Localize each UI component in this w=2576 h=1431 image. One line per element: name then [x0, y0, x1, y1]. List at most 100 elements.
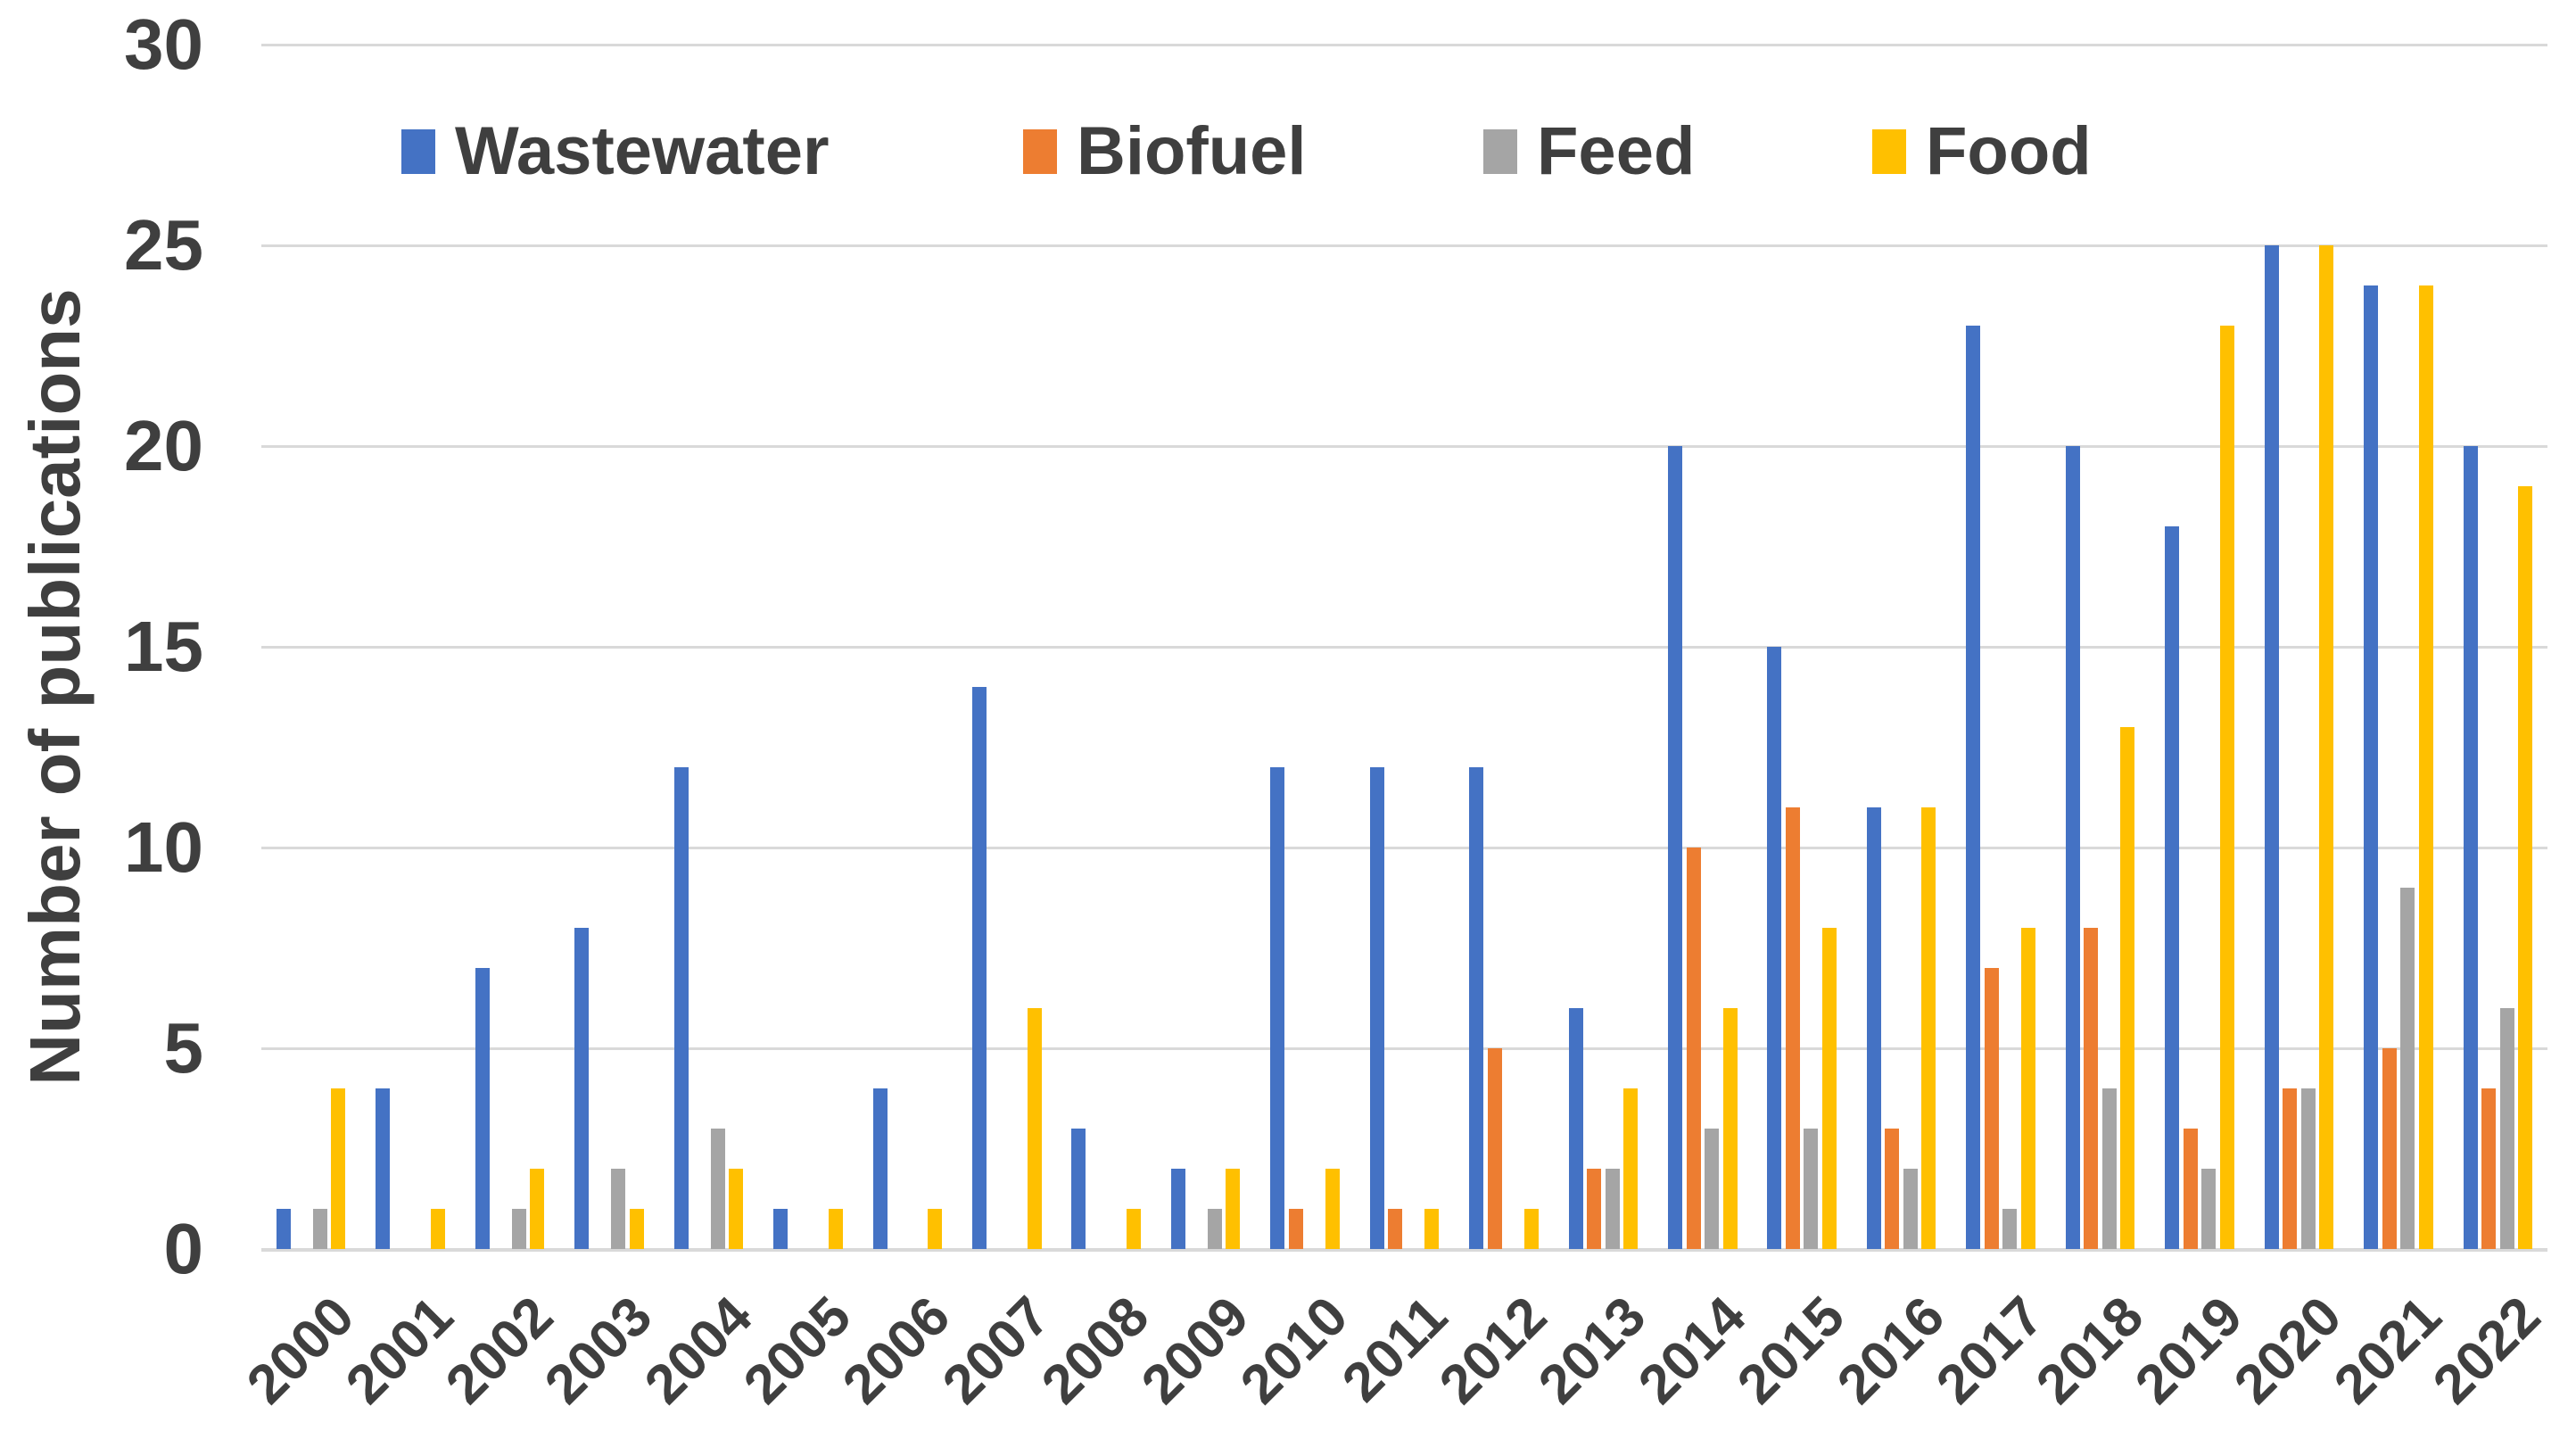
- bar: [2201, 1169, 2217, 1249]
- x-tick-label: 2012: [1427, 1285, 1559, 1416]
- bar: [1821, 928, 1837, 1249]
- bar: [312, 1209, 327, 1249]
- legend-item-wastewater: Wastewater: [401, 109, 830, 194]
- bar: [1369, 767, 1384, 1249]
- bar: [2065, 446, 2080, 1249]
- bar: [2084, 928, 2099, 1249]
- bar: [1568, 1008, 1583, 1249]
- bar: [2499, 1008, 2514, 1249]
- x-tick-label: 2003: [533, 1285, 665, 1416]
- bar: [1071, 1129, 1086, 1249]
- bar: [1623, 1088, 1639, 1249]
- gridline: [261, 444, 2547, 448]
- bar: [1523, 1209, 1539, 1249]
- bar: [1424, 1209, 1440, 1249]
- bar: [611, 1169, 626, 1249]
- bar: [1126, 1209, 1141, 1249]
- bar: [872, 1088, 888, 1249]
- bar: [2183, 1129, 2198, 1249]
- x-tick-label: 2018: [2024, 1285, 2155, 1416]
- x-tick-label: 2017: [1925, 1285, 2056, 1416]
- bar: [972, 687, 987, 1249]
- y-tick-label: 5: [163, 1008, 204, 1088]
- bar: [1605, 1169, 1620, 1249]
- bar: [1668, 446, 1683, 1249]
- bar: [928, 1209, 943, 1249]
- x-tick-label: 2009: [1129, 1285, 1261, 1416]
- legend-swatch-icon: [1023, 129, 1057, 174]
- bar: [376, 1088, 391, 1249]
- bar: [511, 1209, 526, 1249]
- bar: [1027, 1008, 1042, 1249]
- x-tick-label: 2001: [334, 1285, 466, 1416]
- bar: [2418, 285, 2433, 1249]
- bar: [1984, 968, 1999, 1249]
- x-tick-label: 2000: [235, 1285, 367, 1416]
- legend-label: Wastewater: [455, 113, 830, 189]
- bar: [1804, 1129, 1819, 1249]
- bar: [773, 1209, 788, 1249]
- bar: [1785, 807, 1800, 1249]
- legend-item-biofuel: Biofuel: [1023, 109, 1307, 194]
- bar: [2364, 285, 2379, 1249]
- bar: [2101, 1088, 2117, 1249]
- legend-label: Feed: [1537, 113, 1696, 189]
- x-tick-label: 2007: [930, 1285, 1062, 1416]
- bar: [1207, 1209, 1222, 1249]
- x-tick-label: 2010: [1229, 1285, 1360, 1416]
- gridline: [261, 43, 2547, 46]
- bar: [2264, 245, 2279, 1249]
- x-tick-label: 2019: [2124, 1285, 2255, 1416]
- x-tick-label: 2021: [2322, 1285, 2454, 1416]
- x-tick-label: 2008: [1030, 1285, 1161, 1416]
- bar: [530, 1169, 545, 1249]
- gridline: [261, 1046, 2547, 1050]
- bar: [1587, 1169, 1602, 1249]
- x-tick-label: 2014: [1626, 1285, 1758, 1416]
- bar: [1686, 848, 1701, 1249]
- bar: [1921, 807, 1936, 1249]
- bar: [710, 1129, 725, 1249]
- bar: [2002, 1209, 2018, 1249]
- bar: [1705, 1129, 1720, 1249]
- x-tick-label: 2006: [831, 1285, 962, 1416]
- x-tick-label: 2022: [2422, 1285, 2553, 1416]
- bar: [2219, 326, 2234, 1249]
- x-axis-line: [261, 1248, 2547, 1252]
- bar: [1469, 767, 1484, 1249]
- bar: [1270, 767, 1285, 1249]
- bar: [430, 1209, 445, 1249]
- bar: [331, 1088, 346, 1249]
- bar: [574, 928, 590, 1249]
- bar: [828, 1209, 843, 1249]
- y-tick-label: 0: [163, 1209, 204, 1288]
- y-tick-label: 20: [124, 406, 203, 485]
- bar: [2165, 526, 2180, 1249]
- legend-item-food: Food: [1872, 109, 2092, 194]
- bar: [629, 1209, 644, 1249]
- bar: [1722, 1008, 1738, 1249]
- legend-swatch-icon: [1483, 129, 1517, 174]
- x-tick-label: 2002: [433, 1285, 565, 1416]
- bar: [2481, 1088, 2497, 1249]
- bar: [1885, 1129, 1900, 1249]
- legend-item-feed: Feed: [1483, 109, 1695, 194]
- y-tick-label: 25: [124, 205, 203, 285]
- bar: [1966, 326, 1981, 1249]
- gridline: [261, 645, 2547, 649]
- bar: [2400, 888, 2415, 1249]
- bar: [2518, 486, 2533, 1249]
- x-tick-label: 2004: [632, 1285, 764, 1416]
- bar: [1866, 807, 1881, 1249]
- gridline: [261, 846, 2547, 849]
- legend-swatch-icon: [401, 129, 435, 174]
- bar: [2382, 1048, 2397, 1249]
- bar: [1388, 1209, 1403, 1249]
- gridline: [261, 244, 2547, 247]
- bar: [673, 767, 689, 1249]
- legend-swatch-icon: [1872, 129, 1906, 174]
- bar: [2300, 1088, 2316, 1249]
- x-tick-label: 2011: [1330, 1285, 1459, 1414]
- bar: [729, 1169, 744, 1249]
